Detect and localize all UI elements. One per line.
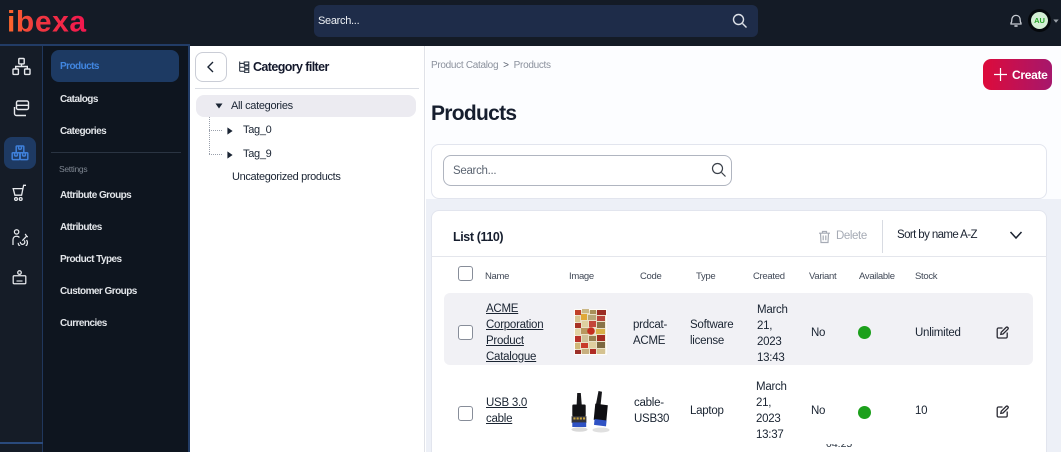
svg-text:ibexa: ibexa: [7, 6, 87, 36]
